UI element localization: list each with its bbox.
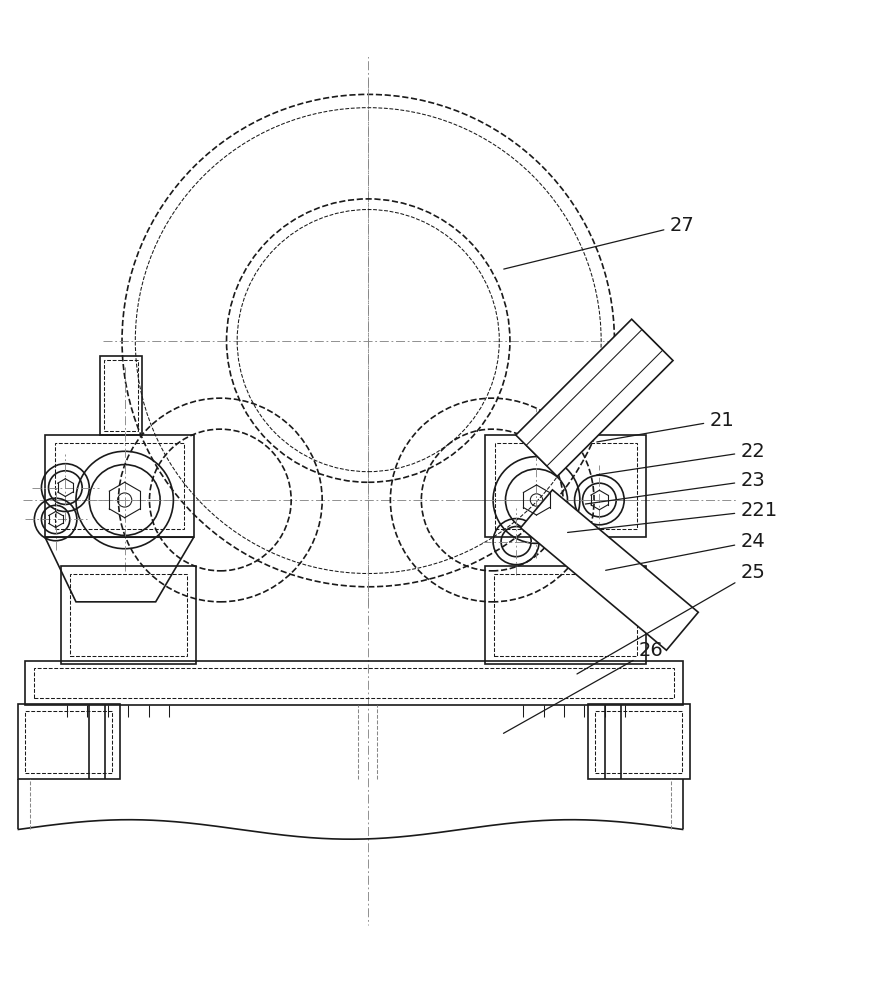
- Bar: [61, 566, 195, 664]
- Bar: [587, 704, 689, 779]
- Bar: [100, 356, 143, 435]
- Text: 26: 26: [503, 641, 663, 733]
- Bar: [55, 443, 183, 529]
- Polygon shape: [516, 319, 672, 476]
- Text: 25: 25: [576, 563, 765, 674]
- Bar: [595, 711, 681, 773]
- Bar: [485, 435, 646, 537]
- Bar: [45, 435, 193, 537]
- Text: 23: 23: [585, 471, 764, 504]
- Polygon shape: [520, 490, 697, 650]
- Text: 24: 24: [605, 532, 764, 570]
- Bar: [35, 668, 673, 698]
- Text: 22: 22: [596, 442, 764, 475]
- Bar: [70, 574, 186, 656]
- Text: 27: 27: [503, 216, 694, 269]
- Bar: [494, 574, 637, 656]
- Bar: [26, 661, 682, 705]
- Text: 221: 221: [567, 501, 776, 532]
- Bar: [105, 360, 138, 431]
- Bar: [494, 443, 636, 529]
- Bar: [19, 704, 120, 779]
- Bar: [485, 566, 646, 664]
- Text: 21: 21: [596, 411, 733, 442]
- Bar: [26, 711, 113, 773]
